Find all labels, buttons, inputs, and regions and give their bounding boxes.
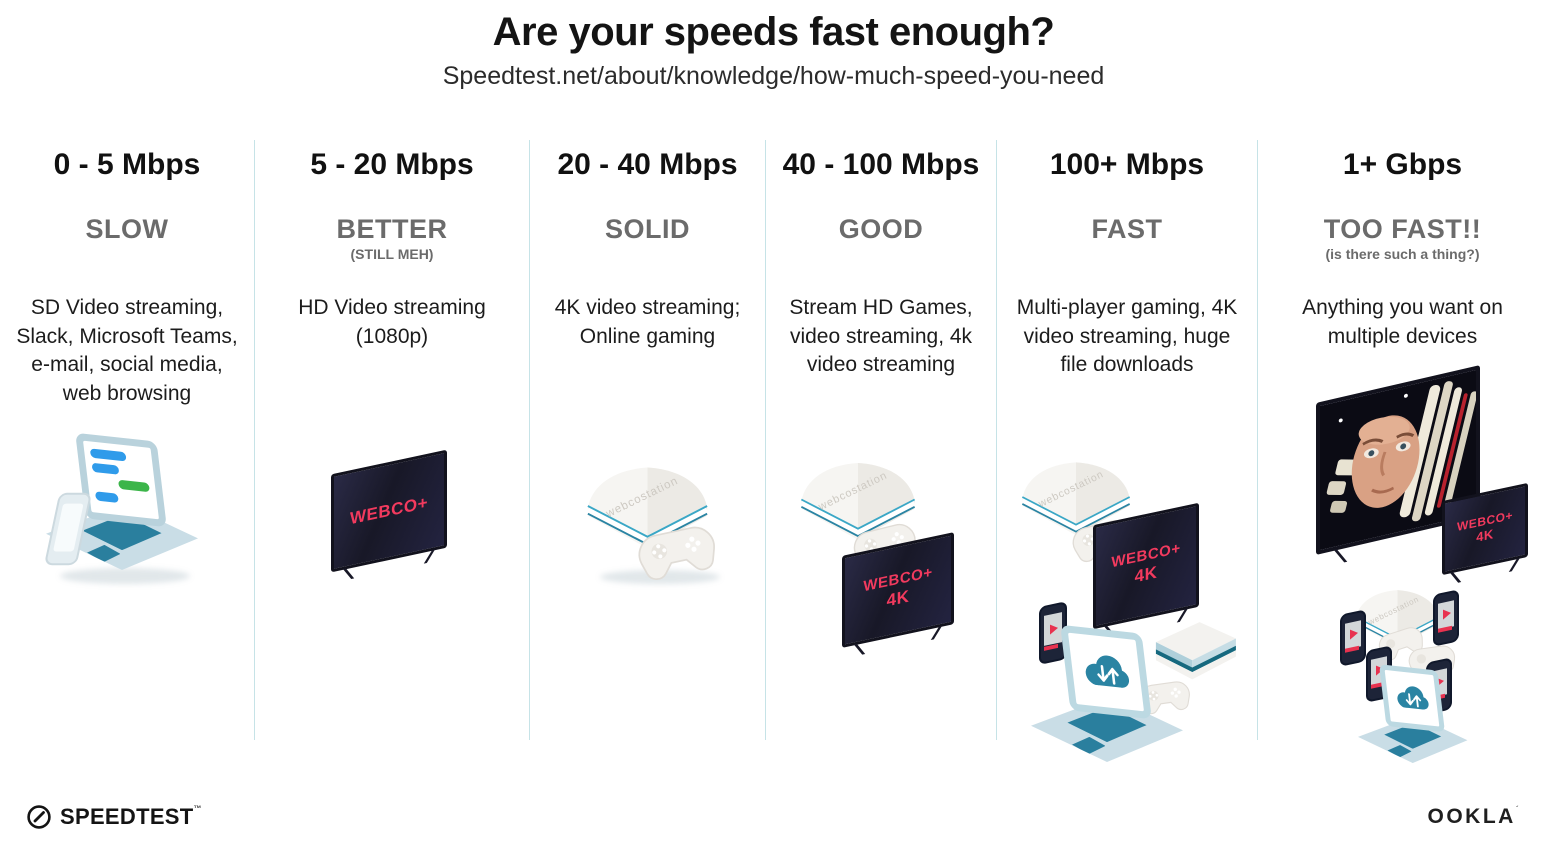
tv-4k-label: 4K (1134, 562, 1158, 587)
rating-label: GOOD (838, 214, 924, 244)
page-title: Are your speeds fast enough? (492, 10, 1055, 54)
speedtest-logo: SPEEDTEST™ (26, 804, 202, 830)
rating-note: (STILL MEH) (350, 246, 434, 262)
speed-range: 20 - 40 Mbps (557, 148, 738, 181)
rating-label: TOO FAST!! (1323, 214, 1482, 244)
laptop-download-icon (1031, 624, 1191, 780)
laptop-download-icon (1358, 664, 1473, 776)
chat-bubbles-icon (83, 441, 158, 515)
game-console-icon: webcostation (1354, 590, 1441, 647)
ookla-logo: OOKLA´ (1427, 805, 1521, 828)
use-case-description: SD Video streaming, Slack, Microsoft Tea… (16, 296, 238, 405)
speed-columns: 0 - 5 Mbps SLOW SD Video streaming, Slac… (0, 140, 1547, 764)
rating-label: FAST (1091, 214, 1163, 244)
footer: SPEEDTEST™ OOKLA´ (0, 787, 1547, 843)
infographic-header: Are your speeds fast enough? Speedtest.n… (0, 10, 1547, 91)
webco-tv-label: WEBCO+ (349, 492, 429, 529)
column-5-20-mbps: 5 - 20 Mbps BETTER (STILL MEH) HD Video … (255, 140, 530, 740)
trademark-mark: ´ (1515, 805, 1521, 814)
column-40-100-mbps: 40 - 100 Mbps GOOD Stream HD Games, vide… (766, 140, 997, 740)
use-case-description: 4K video streaming; Online gaming (554, 296, 741, 348)
movie-tv-icon (1316, 365, 1480, 563)
game-controller-icon (638, 526, 715, 581)
cloud-sync-icon (1397, 686, 1429, 710)
tv-icon: WEBCO+ (331, 449, 447, 579)
rating-label: SLOW (85, 214, 169, 244)
rating-label: SOLID (604, 214, 690, 244)
rating-label: BETTER (336, 214, 448, 244)
game-console-slab-icon (1155, 622, 1236, 680)
tv-4k-label: 4K (1476, 526, 1494, 546)
chat-screen (75, 432, 167, 528)
trademark-mark: ™ (193, 804, 202, 813)
game-console-icon: webcostation (586, 467, 709, 549)
column-1-plus-gbps: 1+ Gbps TOO FAST!! (is there such a thin… (1258, 140, 1547, 764)
page-subtitle: Speedtest.net/about/knowledge/how-much-s… (442, 62, 1105, 90)
speedometer-icon (27, 805, 51, 829)
column-0-5-mbps: 0 - 5 Mbps SLOW SD Video streaming, Slac… (0, 140, 255, 740)
cloud-sync-icon (1085, 655, 1130, 688)
use-case-description: Multi-player gaming, 4K video streaming,… (1016, 296, 1238, 377)
use-case-description: HD Video streaming (1080p) (298, 296, 486, 348)
speedtest-wordmark: SPEEDTEST™ (60, 804, 202, 829)
column-100-plus-mbps: 100+ Mbps FAST Multi-player gaming, 4K v… (997, 140, 1258, 762)
shadow (60, 568, 190, 584)
use-case-description: Stream HD Games, video streaming, 4k vid… (789, 296, 973, 377)
tv-4k-label: 4K (886, 586, 910, 611)
speed-range: 0 - 5 Mbps (53, 148, 201, 181)
speed-range: 1+ Gbps (1342, 148, 1463, 181)
astronaut-movie-still (1319, 369, 1477, 551)
game-console-icon: webcostation (799, 462, 917, 540)
use-case-description: Anything you want on multiple devices (1302, 296, 1503, 348)
speed-range: 40 - 100 Mbps (782, 148, 980, 181)
rating-note: (is there such a thing?) (1325, 246, 1480, 262)
speed-range: 100+ Mbps (1049, 148, 1205, 181)
game-console-icon: webcostation (1020, 462, 1132, 536)
tv-icon: WEBCO+ 4K (1093, 502, 1199, 637)
media-phone-icon (1433, 589, 1459, 647)
column-20-40-mbps: 20 - 40 Mbps SOLID 4K video streaming; O… (530, 140, 766, 740)
speed-range: 5 - 20 Mbps (310, 148, 474, 181)
media-phone-icon (1340, 609, 1366, 667)
